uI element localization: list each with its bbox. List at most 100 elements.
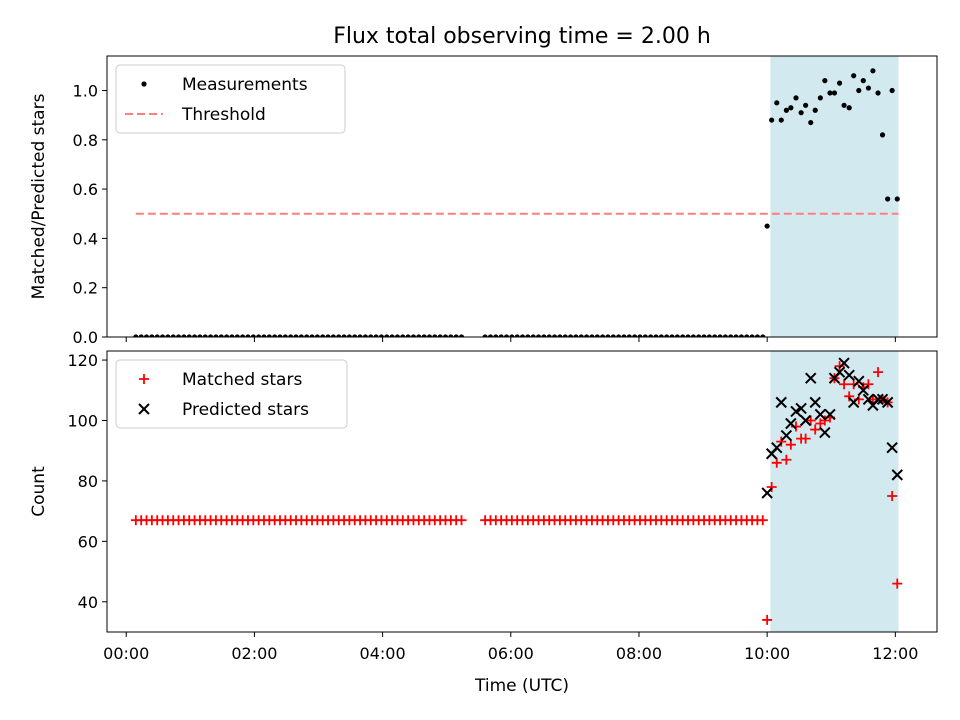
data-point (410, 334, 417, 337)
observing-window-span (770, 56, 899, 337)
data-point (843, 369, 855, 381)
data-point (889, 87, 895, 94)
data-point (870, 68, 876, 74)
data-point (405, 334, 411, 337)
y-axis-label: Matched/Predicted stars (29, 93, 49, 299)
data-point (771, 441, 783, 454)
data-point (330, 334, 336, 337)
legend-label: Predicted stars (182, 400, 309, 420)
data-point (799, 414, 812, 427)
data-point (803, 102, 809, 108)
data-point (785, 439, 796, 450)
y-tick-label: 40 (78, 593, 98, 612)
data-point (458, 334, 465, 337)
data-point (448, 334, 454, 337)
y-tick-label: 0.4 (73, 229, 98, 248)
data-point (712, 334, 718, 337)
y-axis-label: Count (29, 466, 49, 517)
data-point (573, 334, 579, 337)
data-point (885, 196, 891, 202)
data-point (368, 334, 374, 337)
data-point (341, 334, 347, 337)
data-point (648, 334, 654, 337)
data-point (812, 107, 818, 113)
data-point (133, 334, 139, 337)
data-point (213, 334, 219, 337)
data-point (224, 334, 230, 337)
data-point (795, 402, 807, 415)
data-point (762, 614, 773, 625)
data-point (881, 396, 894, 409)
data-point (362, 334, 369, 337)
observing-window-span (770, 351, 899, 632)
data-point (865, 85, 872, 91)
data-point (847, 396, 860, 409)
data-point (197, 334, 203, 337)
data-point (827, 90, 833, 96)
data-point (744, 334, 750, 337)
data-point (761, 487, 773, 499)
data-point (207, 334, 214, 337)
data-point (298, 334, 304, 337)
data-point (170, 334, 176, 337)
data-point (822, 78, 828, 84)
data-point (616, 334, 622, 337)
data-point (583, 334, 590, 337)
data-point (879, 132, 886, 138)
data-point (851, 73, 857, 79)
data-point (706, 334, 712, 337)
data-point (186, 334, 192, 337)
data-point (453, 334, 459, 337)
data-point (535, 334, 542, 337)
data-point (250, 334, 256, 337)
x-tick-label: 12:00 (872, 644, 918, 663)
data-point (841, 102, 847, 108)
data-point (632, 334, 638, 337)
data-point (159, 334, 166, 337)
y-tick-label: 0.2 (73, 279, 98, 298)
data-point (304, 334, 310, 337)
bottom-panel: 40 60 80 100 120 00:00 02:00 04:00 06:00 08:00 10:… (29, 350, 938, 663)
data-point (138, 334, 144, 337)
data-point (378, 334, 385, 337)
data-point (819, 415, 830, 426)
data-point (514, 334, 520, 337)
data-point (191, 334, 198, 337)
data-point (771, 457, 782, 468)
data-point (589, 334, 595, 337)
data-point (846, 105, 852, 111)
data-point (863, 379, 874, 390)
data-point (838, 357, 850, 369)
data-point (272, 334, 278, 337)
data-point (658, 334, 664, 337)
data-point (314, 334, 320, 337)
data-point (325, 334, 331, 337)
data-point (674, 334, 680, 337)
legend-box (115, 359, 348, 429)
data-point (831, 90, 838, 96)
data-point (357, 334, 363, 337)
data-point (814, 408, 827, 421)
data-point (432, 334, 438, 337)
top-panel: 0.0 0.2 0.4 0.6 0.8 1.0 Matched/Predicted star… (29, 55, 938, 347)
legend-box (115, 64, 346, 134)
data-point (389, 334, 395, 337)
x-tick-label: 08:00 (616, 644, 662, 663)
data-point (894, 196, 900, 202)
data-point (562, 334, 568, 337)
data-point (578, 334, 584, 337)
legend-marker-swatch (138, 403, 150, 415)
data-point (256, 334, 262, 337)
data-point (218, 334, 224, 337)
data-point (352, 334, 358, 337)
data-point (793, 95, 799, 101)
data-point (610, 334, 616, 337)
data-point (844, 391, 855, 402)
data-point (860, 78, 866, 84)
data-point (680, 334, 686, 337)
data-point (892, 578, 903, 589)
y-tick-label: 120 (67, 351, 98, 370)
data-point (783, 107, 789, 113)
data-point (805, 372, 817, 384)
data-point (394, 334, 401, 337)
